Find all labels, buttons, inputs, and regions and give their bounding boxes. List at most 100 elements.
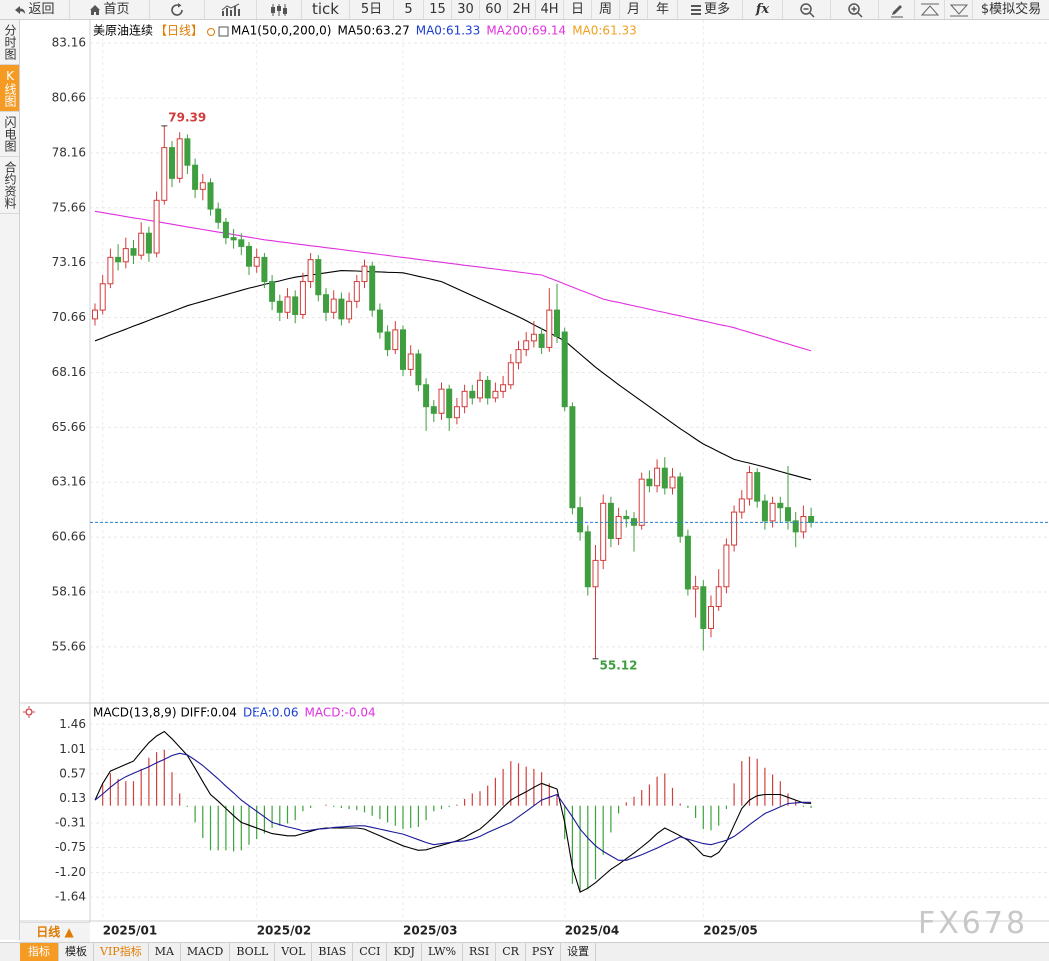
candle-body xyxy=(600,502,607,561)
candle-body xyxy=(792,520,799,533)
candle-body xyxy=(492,390,499,399)
down-button[interactable] xyxy=(945,0,973,19)
y-tick-label: 60.66 xyxy=(52,530,86,544)
chart-title: 美原油连续 xyxy=(93,23,153,38)
watermark: FX678 xyxy=(918,906,1029,941)
candle-body xyxy=(684,535,691,590)
candle-body xyxy=(161,147,168,201)
indicator-tab[interactable]: LW% xyxy=(422,943,464,961)
candle-body xyxy=(423,384,430,408)
candle-body xyxy=(315,259,322,296)
refresh-button[interactable] xyxy=(150,0,205,19)
indicator-tab[interactable]: RSI xyxy=(463,943,497,961)
sim-trade-button[interactable]: $模拟交易 xyxy=(980,2,1042,17)
candle-body xyxy=(376,309,383,333)
candle-body xyxy=(276,300,283,313)
tick-button[interactable]: tick xyxy=(302,0,350,19)
candle-body xyxy=(538,333,545,348)
period-button[interactable]: 5 xyxy=(394,0,424,19)
candle-body xyxy=(99,283,106,311)
candle-body xyxy=(446,388,453,419)
period-button[interactable]: 60 xyxy=(480,0,508,19)
candle-body xyxy=(738,498,745,513)
candle-body xyxy=(384,331,391,351)
zoom-in-button[interactable] xyxy=(831,0,879,19)
candle-body xyxy=(222,221,229,239)
candle-body xyxy=(477,379,483,399)
down-icon xyxy=(949,4,968,16)
side-tab[interactable]: 闪电图 xyxy=(0,112,19,157)
y-tick-label: -0.31 xyxy=(55,815,86,829)
candle-body xyxy=(346,300,353,320)
draw-button[interactable] xyxy=(879,0,915,19)
indicator-tab[interactable]: BOLL xyxy=(230,943,276,961)
y-tick-label: 63.16 xyxy=(52,475,86,489)
chart-button[interactable] xyxy=(205,0,257,19)
indicator-tab[interactable]: BIAS xyxy=(312,943,354,961)
x-tick-label: 2025/02 xyxy=(257,924,311,938)
home-button[interactable]: 首页 xyxy=(70,0,150,19)
side-tab-active[interactable]: K线图 xyxy=(0,65,19,112)
period-button[interactable]: 年 xyxy=(648,0,678,19)
period-button[interactable]: 日 xyxy=(564,0,592,19)
candle-body xyxy=(800,515,807,533)
period-button[interactable]: 5日 xyxy=(350,0,394,19)
indicator-tab[interactable]: MA xyxy=(149,943,181,961)
period-button[interactable]: 15 xyxy=(424,0,452,19)
y-tick-label: 55.66 xyxy=(52,639,86,653)
legend-item: MA1(50,0,200,0) xyxy=(231,24,331,38)
candle-body xyxy=(615,515,622,539)
legend-item: DIFF:0.04 xyxy=(181,706,237,720)
up-button[interactable] xyxy=(915,0,945,19)
indicator-tab[interactable]: 模板 xyxy=(59,943,94,961)
period-button[interactable]: 月 xyxy=(620,0,648,19)
indicator-tab[interactable]: MACD xyxy=(181,943,231,961)
candle-body xyxy=(169,147,175,179)
indicator-tab[interactable]: 设置 xyxy=(561,943,597,961)
y-tick-label: 68.16 xyxy=(52,365,86,379)
y-tick-label: 78.16 xyxy=(52,145,86,159)
period-selector[interactable]: 日线 ▲ xyxy=(20,922,90,942)
back-button[interactable]: 返回 xyxy=(0,0,70,19)
candle-body xyxy=(407,353,414,370)
period-button[interactable]: 30 xyxy=(452,0,480,19)
candle-body xyxy=(507,362,514,386)
zoom-out-button[interactable] xyxy=(783,0,831,19)
indicator-tab[interactable]: CCI xyxy=(353,943,388,961)
zoom-in-icon xyxy=(847,2,863,18)
side-tab[interactable]: 分时图 xyxy=(0,20,19,65)
indicator-tab[interactable]: PSY xyxy=(526,943,562,961)
y-tick-label: 1.46 xyxy=(59,717,86,731)
more-label: 更多 xyxy=(703,2,730,17)
more-button[interactable]: 更多 xyxy=(678,0,743,19)
candle-body xyxy=(238,239,245,247)
candle-body xyxy=(400,329,406,370)
side-tab[interactable]: 合约资料 xyxy=(0,157,19,214)
indicator-tab[interactable]: CR xyxy=(496,943,526,961)
legend-item: MA200:69.14 xyxy=(486,24,566,38)
macd-legend: MACD(13,8,9) DIFF:0.04 DEA:0.06 MACD:-0.04 xyxy=(93,706,376,720)
candle-button[interactable] xyxy=(257,0,302,19)
indicator-tab[interactable]: VIP指标 xyxy=(94,943,149,961)
y-tick-label: -1.20 xyxy=(55,865,86,879)
chart-icon xyxy=(221,3,240,16)
candle-body xyxy=(692,586,699,590)
indicator-tab[interactable]: KDJ xyxy=(387,943,422,961)
candle-body xyxy=(338,298,345,320)
period-button[interactable]: 周 xyxy=(592,0,620,19)
period-button[interactable]: 2H xyxy=(508,0,536,19)
high-annotation: 79.39 xyxy=(168,110,206,124)
candle-body xyxy=(461,390,468,408)
candle-icon xyxy=(271,3,287,16)
candle-body xyxy=(292,296,299,315)
candle-body xyxy=(777,502,784,509)
candle-body xyxy=(754,472,761,502)
candle-body xyxy=(577,507,584,533)
back-icon xyxy=(15,5,26,14)
indicator-tab[interactable]: 指标 xyxy=(20,943,59,961)
candle-body xyxy=(708,606,714,629)
formula-button[interactable]: fx xyxy=(743,0,783,19)
period-button[interactable]: 4H xyxy=(536,0,564,19)
indicator-tab[interactable]: VOL xyxy=(275,943,313,961)
